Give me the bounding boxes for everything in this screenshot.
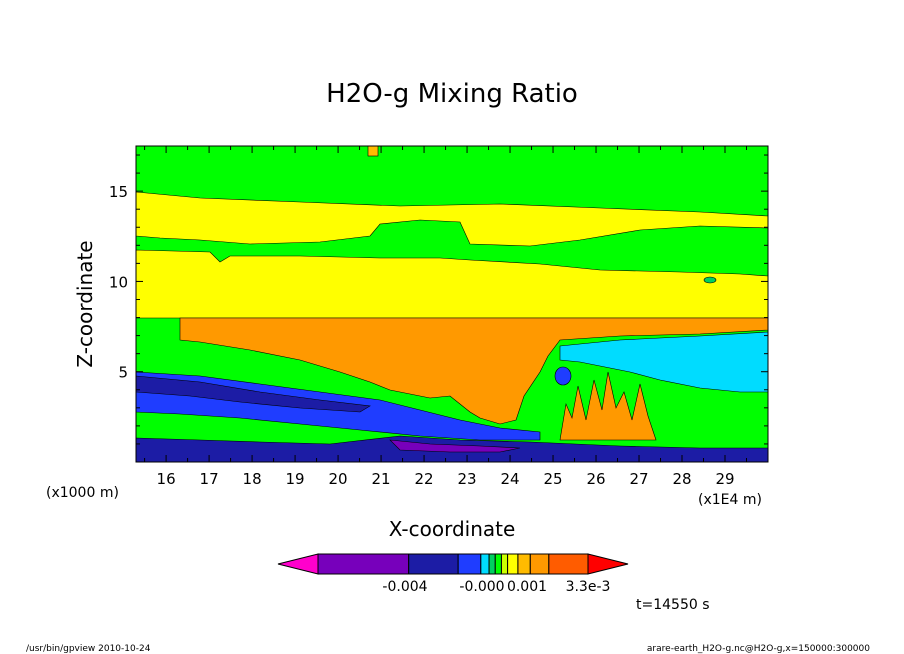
y-unit-label: (x1000 m)	[46, 485, 119, 501]
colorbar-swatch	[408, 553, 459, 575]
colorbar-tick-label: 3.3e-3	[566, 579, 611, 595]
field-purple-band	[389, 439, 521, 453]
plot-area	[136, 146, 768, 462]
x-axis-label: X-coordinate	[389, 517, 516, 541]
field-upper-yellow-band	[136, 191, 768, 247]
colorbar-labels: -0.004 -0.000 0.001 3.3e-3	[382, 579, 610, 595]
x-tick-label: 22	[415, 470, 434, 488]
x-tick-label: 23	[458, 470, 477, 488]
y-tick-label: 5	[118, 364, 128, 382]
colorbar-swatch	[494, 553, 502, 575]
colorbar	[277, 553, 629, 575]
time-label: t=14550 s	[636, 597, 710, 613]
x-tick-label: 21	[372, 470, 391, 488]
y-axis-label: Z-coordinate	[73, 240, 97, 367]
colorbar-swatch	[548, 553, 589, 575]
x-tick-label: 16	[157, 470, 176, 488]
x-tick-label: 27	[629, 470, 648, 488]
field-orange-cap	[367, 146, 379, 157]
x-axis: 16 17 18 19 20 21 22 23 24 25 26 27 28 29	[144, 146, 748, 488]
field-orange-layer	[179, 317, 768, 425]
footer-left: /usr/bin/gpview 2010-10-24	[26, 644, 151, 654]
field-darkblue-layer	[136, 375, 371, 413]
field-cyan-layer	[559, 331, 768, 393]
colorbar-swatch	[317, 553, 410, 575]
y-tick-label: 10	[109, 273, 128, 291]
x-tick-label: 25	[543, 470, 562, 488]
field-blue-cell	[554, 366, 572, 386]
colorbar-swatch	[507, 553, 519, 575]
field-mid-yellow-layer	[136, 249, 768, 319]
colorbar-swatch	[480, 553, 490, 575]
x-tick-label: 24	[500, 470, 519, 488]
colorbar-swatch	[500, 553, 509, 575]
chart-title: H2O-g Mixing Ratio	[326, 79, 578, 109]
y-tick-label: 15	[109, 183, 128, 201]
footer-right: arare-earth_H2O-g.nc@H2O-g,x=150000:3000…	[647, 644, 870, 654]
colorbar-tick-label: 0.001	[507, 579, 547, 595]
x-unit-label: (x1E4 m)	[698, 492, 762, 508]
colorbar-swatch	[488, 553, 496, 575]
x-tick-label: 26	[586, 470, 605, 488]
x-tick-label: 28	[672, 470, 691, 488]
y-axis: 5 10 15	[109, 154, 768, 445]
colorbar-swatch	[457, 553, 482, 575]
colorbar-low-arrow	[277, 553, 319, 575]
colorbar-tick-label: -0.000	[459, 579, 504, 595]
x-tick-label: 19	[286, 470, 305, 488]
plot-frame	[135, 145, 769, 463]
colorbar-swatch	[529, 553, 550, 575]
x-tick-label: 18	[243, 470, 262, 488]
x-tick-label: 29	[715, 470, 734, 488]
colorbar-high-arrow	[587, 553, 629, 575]
colorbar-tick-label: -0.004	[382, 579, 427, 595]
x-tick-label: 17	[200, 470, 219, 488]
field-orange-towers	[559, 371, 657, 441]
colorbar-swatch	[517, 553, 531, 575]
field-green-spot	[703, 276, 717, 284]
x-tick-label: 20	[329, 470, 348, 488]
